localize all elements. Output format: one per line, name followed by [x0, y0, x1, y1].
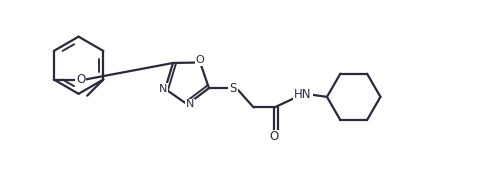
Text: O: O: [270, 130, 279, 144]
Text: N: N: [185, 99, 194, 109]
Text: S: S: [229, 82, 237, 95]
Text: O: O: [76, 73, 85, 86]
Text: O: O: [196, 55, 205, 65]
Text: HN: HN: [294, 88, 312, 101]
Text: N: N: [159, 84, 167, 94]
